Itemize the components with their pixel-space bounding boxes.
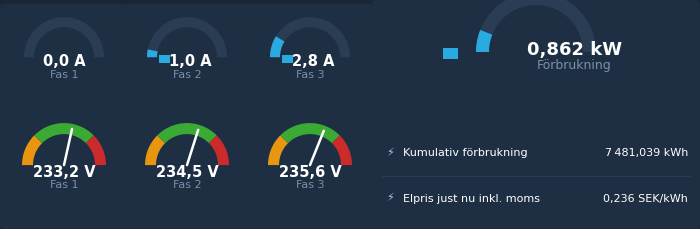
FancyBboxPatch shape <box>372 0 700 128</box>
Text: 235,6 V: 235,6 V <box>279 165 342 180</box>
Polygon shape <box>147 49 158 57</box>
Bar <box>282 55 293 63</box>
Polygon shape <box>86 135 106 165</box>
Polygon shape <box>268 135 288 165</box>
Text: 2,8 A: 2,8 A <box>292 54 335 69</box>
FancyBboxPatch shape <box>0 114 128 229</box>
Polygon shape <box>147 17 227 57</box>
Polygon shape <box>280 123 340 143</box>
Polygon shape <box>145 135 165 165</box>
Text: 0,0 A: 0,0 A <box>43 54 85 69</box>
Text: ⚡: ⚡ <box>386 194 394 204</box>
Text: 233,2 V: 233,2 V <box>33 165 95 180</box>
Polygon shape <box>34 123 94 143</box>
FancyBboxPatch shape <box>0 4 128 119</box>
Text: 0,236 SEK/kWh: 0,236 SEK/kWh <box>603 194 688 204</box>
Text: 234,5 V: 234,5 V <box>155 165 218 180</box>
Text: 7 481,039 kWh: 7 481,039 kWh <box>605 148 688 158</box>
Polygon shape <box>22 135 42 165</box>
FancyBboxPatch shape <box>123 4 251 119</box>
Polygon shape <box>332 135 352 165</box>
Text: Fas 1: Fas 1 <box>50 70 78 80</box>
Text: Förbrukning: Förbrukning <box>537 58 612 71</box>
FancyBboxPatch shape <box>246 114 374 229</box>
Text: Elpris just nu inkl. moms: Elpris just nu inkl. moms <box>403 194 540 204</box>
Text: Fas 3: Fas 3 <box>295 70 324 80</box>
Polygon shape <box>209 135 229 165</box>
Text: Fas 2: Fas 2 <box>173 70 202 80</box>
Text: Kumulativ förbrukning: Kumulativ förbrukning <box>403 148 528 158</box>
FancyBboxPatch shape <box>372 123 700 229</box>
Text: ⚡: ⚡ <box>386 148 394 158</box>
Polygon shape <box>476 0 596 52</box>
Polygon shape <box>24 17 104 57</box>
Text: Fas 1: Fas 1 <box>50 180 78 190</box>
Bar <box>443 48 459 59</box>
FancyBboxPatch shape <box>246 4 374 119</box>
Text: Fas 2: Fas 2 <box>173 180 202 190</box>
FancyBboxPatch shape <box>123 114 251 229</box>
Polygon shape <box>270 36 284 57</box>
Text: 0,862 kW: 0,862 kW <box>527 41 622 59</box>
Text: 1,0 A: 1,0 A <box>169 54 211 69</box>
Polygon shape <box>158 123 217 143</box>
Bar <box>159 55 170 63</box>
Polygon shape <box>270 17 350 57</box>
Text: Fas 3: Fas 3 <box>295 180 324 190</box>
Polygon shape <box>476 30 492 52</box>
